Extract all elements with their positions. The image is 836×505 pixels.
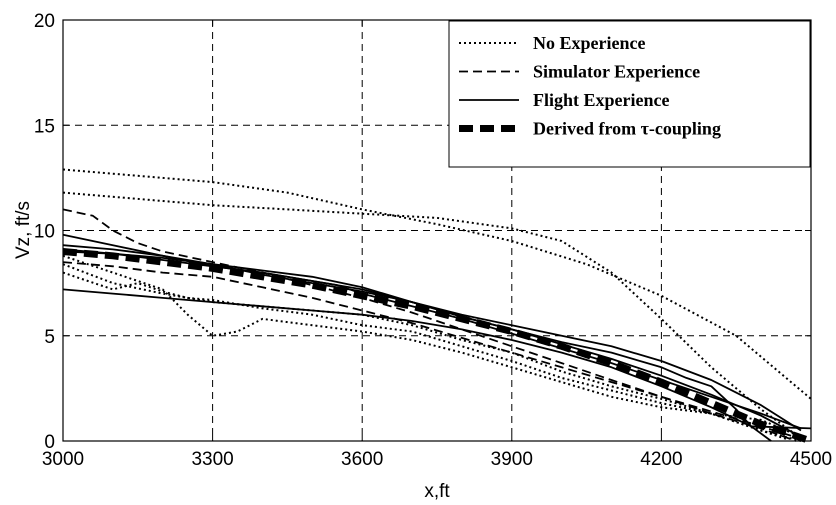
series-line-1 — [62, 168, 812, 400]
x-tick-label: 3300 — [191, 449, 233, 470]
series-line-3 — [62, 263, 787, 440]
grid — [63, 20, 811, 441]
y-tick-label: 5 — [44, 327, 55, 348]
series-line-9 — [62, 288, 812, 430]
legend-label-2: Simulator Experience — [533, 62, 700, 82]
legend: No Experience Simulator Experience Flight … — [448, 20, 811, 168]
legend-label-3: Flight Experience — [533, 90, 669, 110]
legend-label-4: Derived from τ-coupling — [533, 119, 721, 139]
x-tick-label: 4500 — [790, 449, 832, 470]
series-line-11 — [62, 244, 802, 432]
x-tick-label: 4200 — [640, 449, 682, 470]
series-line-4 — [62, 271, 802, 442]
x-tick-label: 3000 — [42, 449, 84, 470]
series-group — [62, 168, 813, 445]
y-tick-label: 20 — [34, 11, 55, 32]
legend-label-1: No Experience — [533, 33, 645, 53]
y-tick-label: 0 — [44, 432, 55, 453]
series-line-7 — [62, 261, 797, 442]
legend-box — [448, 20, 811, 168]
x-axis-label: x,ft — [424, 481, 450, 502]
axis-ticks: 3000 3300 3600 3900 4200 4500 0 5 10 15 20 — [34, 11, 832, 470]
x-tick-label: 3600 — [341, 449, 383, 470]
series-line-2 — [62, 191, 797, 436]
x-tick-label: 3900 — [491, 449, 533, 470]
y-tick-label: 10 — [34, 222, 55, 243]
y-tick-label: 15 — [34, 116, 55, 137]
series-line-13 — [62, 248, 813, 445]
y-axis-label: Vz, ft/s — [13, 201, 34, 259]
